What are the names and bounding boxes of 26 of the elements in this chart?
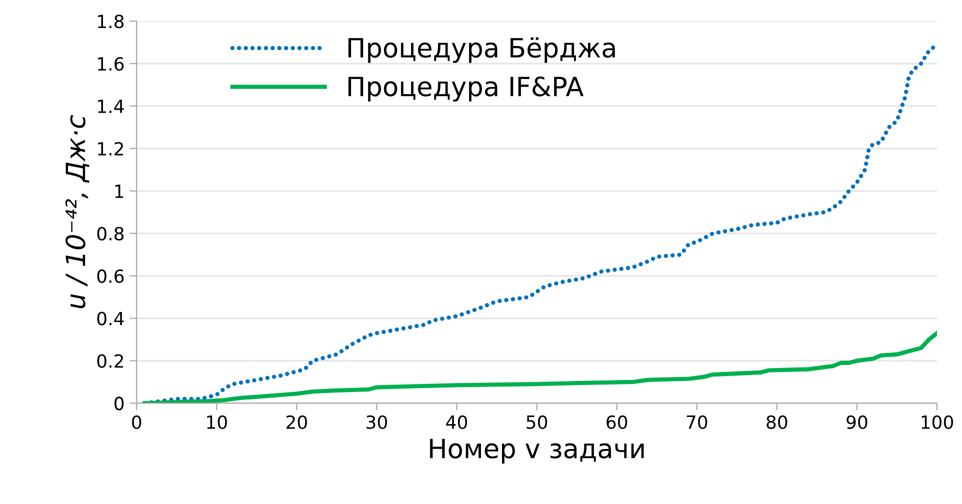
legend-label: Процедура IF&PA [348, 76, 584, 102]
y-tick-label: 1.4 [98, 100, 124, 113]
x-tick-label: 100 [922, 415, 954, 429]
x-tick-label: 20 [286, 415, 307, 429]
y-tick-label: 0 [114, 396, 124, 410]
legend-label: Процедура Бёрджа [348, 37, 615, 63]
y-tick-label: 1 [115, 184, 124, 198]
x-tick-label: 60 [606, 415, 628, 429]
y-tick-label: 0.4 [97, 312, 124, 326]
y-tick-label: 0.6 [97, 269, 124, 283]
y-axis-title: u / 10⁻⁴², Дж·с [65, 114, 90, 308]
x-tick-label: 70 [686, 415, 708, 429]
y-tick-label: 1.2 [98, 142, 123, 156]
x-tick-label: 10 [207, 415, 227, 429]
y-tick-label: 0.8 [97, 226, 124, 241]
y-tick-label: 1.8 [98, 14, 124, 28]
x-tick-label: 90 [846, 415, 868, 429]
y-tick-label: 0.2 [97, 354, 123, 368]
y-tick-label: 1.6 [98, 57, 124, 71]
x-axis-title: Номер v задачи [430, 438, 644, 464]
x-tick-label: 80 [766, 415, 788, 429]
line-series [142, 331, 937, 404]
x-tick-label: 0 [132, 415, 142, 429]
x-tick-label: 40 [446, 415, 468, 429]
x-tick-label: 50 [526, 415, 548, 429]
x-tick-label: 30 [366, 415, 388, 429]
